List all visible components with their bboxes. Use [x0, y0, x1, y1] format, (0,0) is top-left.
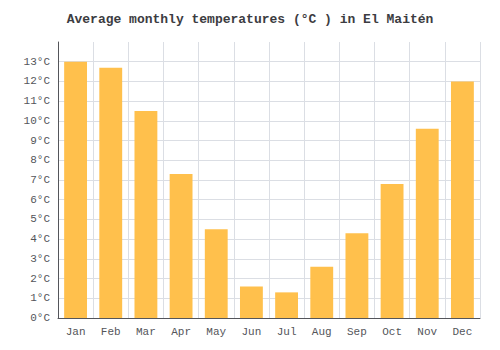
svg-text:6°C: 6°C [30, 194, 50, 206]
svg-text:May: May [206, 326, 226, 338]
svg-text:3°C: 3°C [30, 253, 50, 265]
svg-text:Average monthly temperatures (: Average monthly temperatures (°C ) in El… [67, 12, 434, 27]
svg-text:9°C: 9°C [30, 135, 50, 147]
svg-text:7°C: 7°C [30, 174, 50, 186]
svg-text:11°C: 11°C [24, 95, 51, 107]
svg-text:Jun: Jun [242, 326, 262, 338]
svg-text:4°C: 4°C [30, 233, 50, 245]
svg-text:Feb: Feb [101, 326, 121, 338]
svg-text:10°C: 10°C [24, 115, 51, 127]
svg-text:0°C: 0°C [30, 312, 50, 324]
svg-text:8°C: 8°C [30, 154, 50, 166]
svg-text:1°C: 1°C [30, 292, 50, 304]
svg-text:Aug: Aug [312, 326, 332, 338]
svg-text:2°C: 2°C [30, 273, 50, 285]
svg-text:12°C: 12°C [24, 75, 51, 87]
svg-text:Sep: Sep [347, 326, 367, 338]
svg-text:Nov: Nov [417, 326, 437, 338]
svg-text:13°C: 13°C [24, 56, 51, 68]
svg-text:Jan: Jan [66, 326, 86, 338]
svg-text:Jul: Jul [277, 326, 297, 338]
svg-text:Dec: Dec [453, 326, 473, 338]
svg-text:5°C: 5°C [30, 213, 50, 225]
svg-text:Apr: Apr [171, 326, 191, 338]
svg-text:Mar: Mar [136, 326, 156, 338]
svg-text:Oct: Oct [382, 326, 402, 338]
